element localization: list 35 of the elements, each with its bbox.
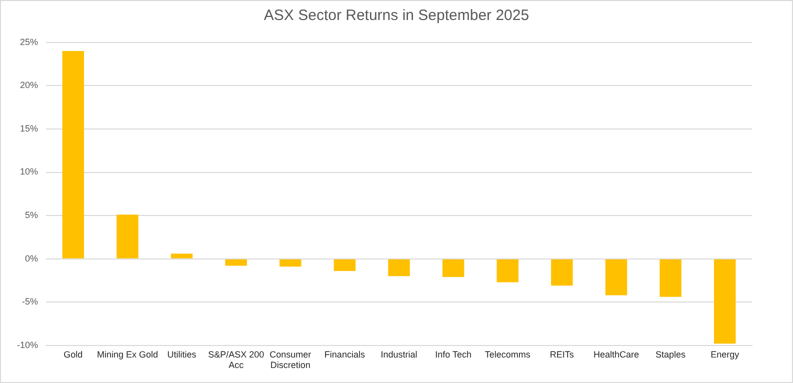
y-tick-label: -5% — [22, 296, 38, 307]
bar — [225, 259, 247, 266]
bar — [714, 259, 736, 344]
bar — [388, 259, 410, 276]
bar — [660, 259, 682, 297]
bar — [551, 259, 573, 286]
x-tick-label: Mining Ex Gold — [96, 349, 158, 360]
y-tick-label: 0% — [24, 253, 38, 264]
y-tick-label: -10% — [16, 340, 38, 350]
y-tick-label: 15% — [20, 123, 38, 134]
bar — [280, 259, 302, 267]
x-tick-label: Consumer Discretion — [270, 349, 312, 370]
x-tick-label: REITs — [550, 349, 574, 360]
y-tick-label: 25% — [20, 36, 38, 47]
x-tick-label: S&P/ASX 200 Acc — [208, 349, 264, 370]
x-tick-label: Financials — [324, 349, 366, 360]
x-tick-label: HealthCare — [593, 349, 639, 360]
bar — [62, 51, 84, 258]
x-tick-label: Info Tech — [435, 349, 472, 360]
bar — [496, 259, 518, 282]
y-tick-label: 10% — [20, 166, 38, 177]
bar — [605, 259, 628, 296]
y-tick-label: 20% — [20, 80, 38, 90]
bar — [170, 254, 193, 258]
bar — [442, 259, 464, 278]
x-tick-label: Gold — [64, 349, 83, 360]
bar — [116, 214, 138, 258]
x-tick-label: Utilities — [167, 349, 197, 360]
x-tick-label: Energy — [710, 349, 740, 360]
x-tick-label: Staples — [656, 349, 686, 360]
x-tick-label: Telecomms — [484, 349, 531, 360]
x-tick-label: Industrial — [380, 349, 418, 360]
chart-title: ASX Sector Returns in September 2025 — [262, 7, 530, 24]
bar — [334, 259, 356, 271]
y-tick-label: 5% — [24, 210, 38, 220]
